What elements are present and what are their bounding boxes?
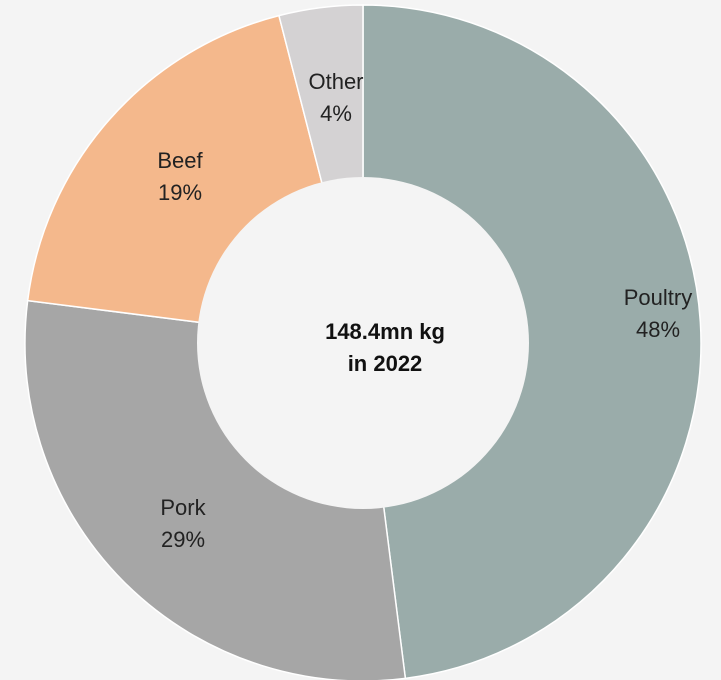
slice-value-other: 4%: [320, 101, 352, 126]
slice-label-other: Other: [308, 69, 363, 94]
center-label-line-1: 148.4mn kg: [325, 319, 445, 344]
slice-label-beef: Beef: [157, 148, 203, 173]
slice-label-poultry: Poultry: [624, 285, 692, 310]
slice-poultry: [362, 4, 702, 680]
slice-labels: Poultry 48% Pork 29% Beef 19% Other 4%: [157, 69, 692, 552]
slice-value-beef: 19%: [158, 180, 202, 205]
slice-value-poultry: 48%: [636, 317, 680, 342]
donut-center-hole: [197, 177, 529, 509]
center-label-line-2: in 2022: [348, 351, 423, 376]
slice-value-pork: 29%: [161, 527, 205, 552]
slice-label-pork: Pork: [160, 495, 206, 520]
